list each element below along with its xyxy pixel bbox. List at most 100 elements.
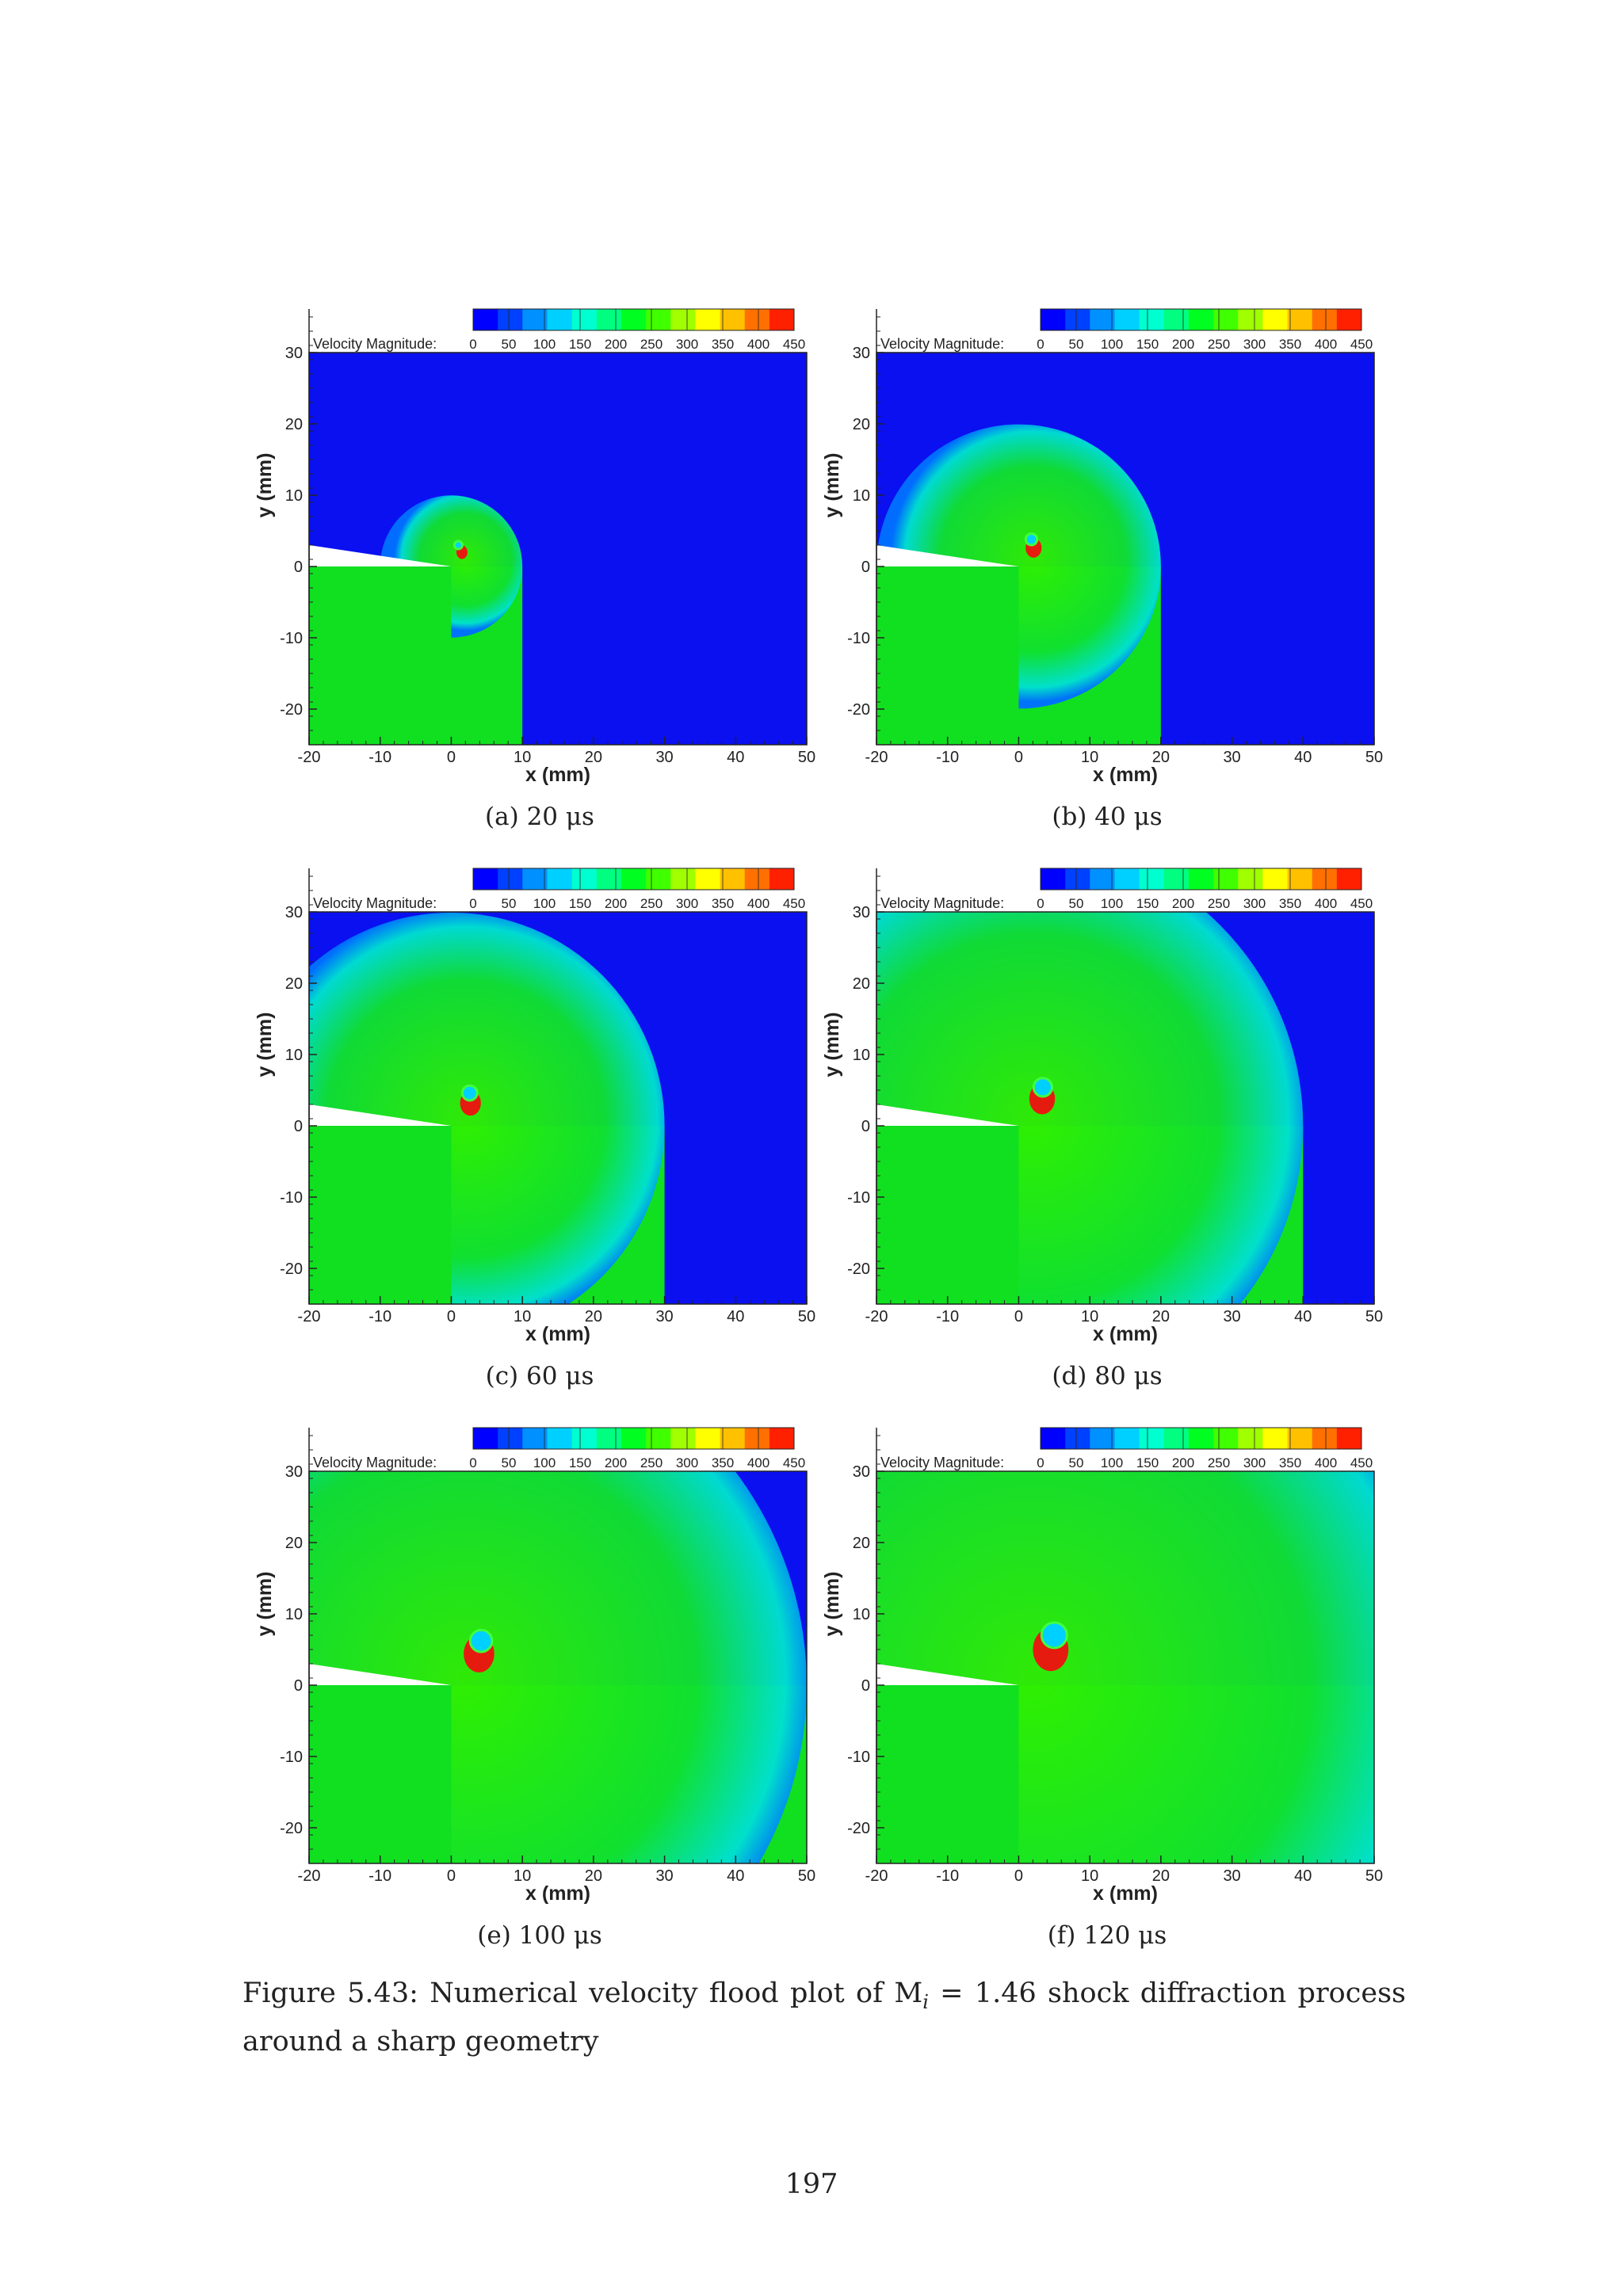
subcaption-b: (b) 40 μs — [822, 803, 1392, 831]
subcaption-time: 60 — [526, 1362, 558, 1390]
colorbar-swatch — [1238, 868, 1263, 890]
x-tick-label: -10 — [936, 1308, 959, 1325]
colorbar-tick-label: 450 — [1350, 337, 1373, 352]
x-tick-label: 10 — [1081, 749, 1098, 766]
colorbar-swatch — [670, 1428, 696, 1449]
colorbar-tick-label: 350 — [1279, 337, 1301, 352]
y-tick-label: 20 — [853, 1535, 870, 1552]
x-tick-label: 20 — [1152, 1867, 1170, 1885]
colorbar-tick-label: 0 — [1037, 896, 1044, 911]
y-tick-label: 0 — [294, 559, 303, 576]
y-tick-label: 10 — [285, 1606, 303, 1623]
panel-a: -20 -10 0 10 20 30 40 50 30 20 10 0 -10 -20 x (mm) y (m… — [242, 305, 815, 860]
x-tick-label: 30 — [1223, 749, 1240, 766]
subcaption-time: 40 — [1094, 803, 1126, 831]
colorbar-tick-label: 100 — [1101, 896, 1123, 911]
figure-caption-rest: = 1.46 shock diffraction process around … — [242, 1978, 1406, 2058]
flow-field — [876, 353, 1374, 745]
x-tick-label: 50 — [798, 1867, 815, 1885]
colorbar-title: Velocity Magnitude: — [313, 336, 437, 352]
colorbar-swatch — [769, 868, 795, 890]
colorbar-tick-label: 350 — [1279, 1455, 1301, 1470]
x-tick-label: -20 — [298, 1308, 321, 1325]
colorbar-tick-label: 100 — [533, 1455, 556, 1470]
sharp-wedge-geometry — [309, 1664, 452, 1685]
y-tick-label: -20 — [847, 1261, 870, 1278]
y-tick-label: -10 — [280, 1749, 303, 1766]
colorbar-swatch — [1139, 309, 1165, 330]
x-axis-label: x (mm) — [1093, 1882, 1158, 1905]
x-tick-label: 30 — [1223, 1867, 1240, 1885]
colorbar-swatch — [1065, 1428, 1090, 1449]
colorbar-swatch — [720, 1428, 746, 1449]
colorbar-tick-label: 200 — [1172, 896, 1194, 911]
x-axis-label: x (mm) — [525, 1882, 590, 1905]
colorbar-swatch — [1090, 309, 1115, 330]
x-tick-label: 40 — [727, 1867, 744, 1885]
wall-flow — [309, 1126, 452, 1304]
x-tick-label: 40 — [727, 749, 744, 766]
y-tick-label: 20 — [285, 975, 303, 993]
colorbar-swatch — [769, 1428, 795, 1449]
x-tick-label: 10 — [514, 1308, 531, 1325]
colorbar-swatch — [1287, 309, 1313, 330]
y-tick-label: -20 — [280, 1820, 303, 1837]
y-tick-label: 30 — [853, 904, 870, 921]
colorbar-tick-label: 150 — [569, 1455, 591, 1470]
wall-flow — [876, 1685, 1019, 1863]
x-tick-label: 30 — [655, 1308, 673, 1325]
colorbar-tick-label: 300 — [676, 896, 698, 911]
x-axis-label: x (mm) — [1093, 764, 1158, 786]
x-tick-label: 0 — [1014, 749, 1023, 766]
y-tick-label: 30 — [285, 1463, 303, 1481]
subcaption-unit: μs — [565, 1362, 594, 1390]
colorbar-tick-label: 50 — [1069, 1455, 1084, 1470]
sharp-wedge-geometry — [309, 1104, 452, 1126]
colorbar-swatch — [571, 309, 598, 330]
x-tick-label: -20 — [298, 1867, 321, 1885]
x-tick-label: -10 — [369, 1867, 391, 1885]
colorbar-tick-label: 300 — [676, 1455, 698, 1470]
x-tick-label: 0 — [447, 1308, 456, 1325]
colorbar-tick-label: 50 — [502, 337, 517, 352]
subcaption-f: (f) 120 μs — [822, 1921, 1392, 1950]
colorbar-swatch — [571, 868, 598, 890]
colorbar-tick-label: 450 — [783, 1455, 805, 1470]
y-tick-label: 20 — [285, 1535, 303, 1552]
x-tick-label: -10 — [936, 749, 959, 766]
colorbar-swatch — [596, 868, 622, 890]
colorbar-swatch — [1312, 868, 1338, 890]
colorbar-swatch — [498, 1428, 523, 1449]
colorbar-swatch — [1188, 1428, 1214, 1449]
colorbar-tick-label: 300 — [1243, 1455, 1266, 1470]
colorbar-tick-label: 250 — [1208, 1455, 1230, 1470]
colorbar-swatch — [720, 309, 746, 330]
colorbar-swatch — [522, 868, 548, 890]
y-tick-label: 20 — [853, 416, 870, 433]
colorbar-tick-label: 0 — [469, 337, 476, 352]
x-tick-label: 30 — [655, 1867, 673, 1885]
colorbar-tick-label: 100 — [1101, 1455, 1123, 1470]
wall-flow — [309, 1685, 452, 1863]
x-tick-label: 10 — [1081, 1308, 1098, 1325]
y-axis-label: y (mm) — [821, 1013, 843, 1077]
y-tick-label: 10 — [853, 1606, 870, 1623]
y-tick-label: 0 — [294, 1677, 303, 1695]
y-axis-label: y (mm) — [254, 1572, 276, 1637]
colorbar-swatch — [1336, 1428, 1362, 1449]
subcaption-label: (b) — [1052, 803, 1087, 831]
colorbar-tick-label: 400 — [747, 1455, 769, 1470]
colorbar-swatch — [1188, 309, 1214, 330]
x-tick-label: 20 — [1152, 1308, 1170, 1325]
flow-field — [309, 912, 807, 1304]
y-tick-label: 0 — [294, 1118, 303, 1135]
vortex-core — [1040, 1621, 1068, 1650]
colorbar-tick-label: 300 — [1243, 337, 1266, 352]
colorbar-swatch — [1336, 309, 1362, 330]
colorbar-swatch — [547, 868, 573, 890]
subcaption-d: (d) 80 μs — [822, 1362, 1392, 1390]
x-tick-label: -10 — [936, 1867, 959, 1885]
